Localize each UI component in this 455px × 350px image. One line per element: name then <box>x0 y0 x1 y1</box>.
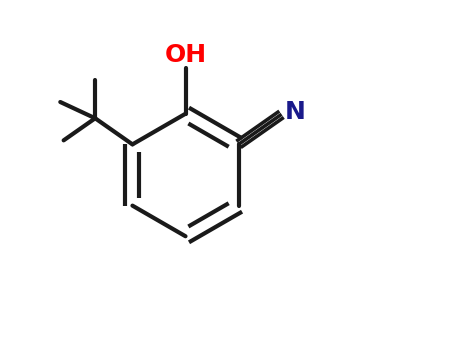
Text: OH: OH <box>165 42 207 66</box>
Text: N: N <box>285 100 306 124</box>
